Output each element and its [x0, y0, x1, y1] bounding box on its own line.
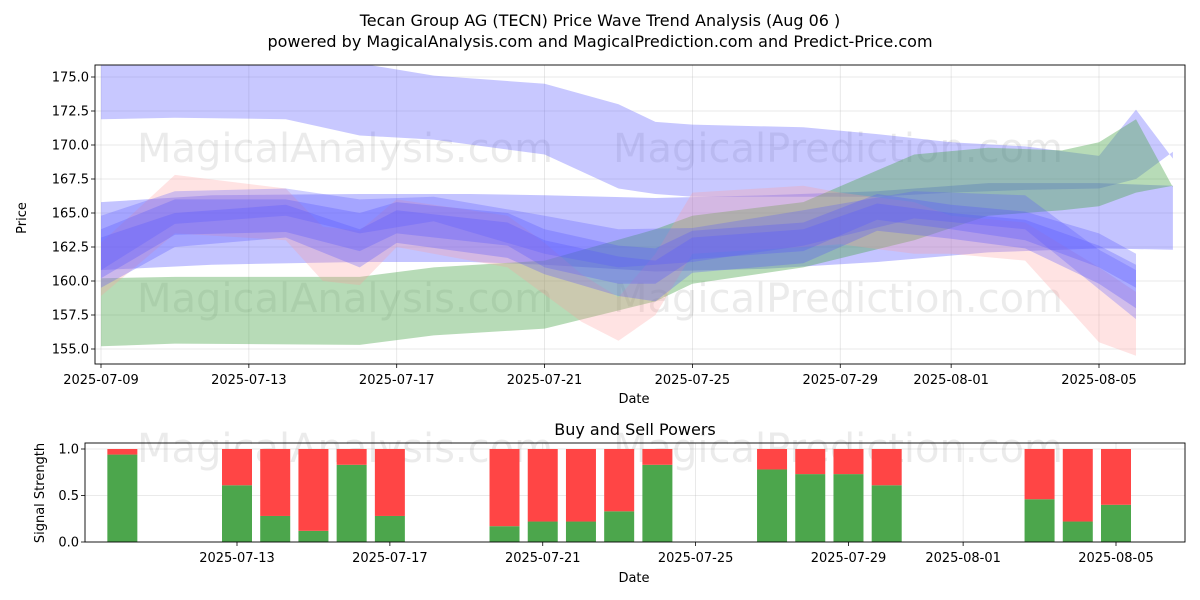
price-y-tick-label: 162.5	[52, 241, 89, 256]
buy-bar	[871, 485, 902, 542]
buy-bar	[795, 474, 826, 542]
power-x-ticks: 2025-07-13 2025-07-17 2025-07-21 2025-07-25…	[199, 542, 1154, 566]
price-band-blue-1	[101, 65, 1173, 197]
sell-bar	[336, 449, 367, 465]
power-y-label: Signal Strength	[33, 443, 48, 543]
price-y-label: Price	[15, 202, 30, 234]
power-x-tick-label: 2025-07-17	[352, 551, 428, 566]
power-axes-frame	[84, 442, 1186, 543]
price-band-blue-5	[101, 194, 1136, 288]
sell-bar	[1062, 449, 1093, 522]
power-title: Buy and Sell Powers	[554, 420, 716, 439]
power-x-tick-label: 2025-08-05	[1078, 551, 1154, 566]
sell-bar	[260, 449, 291, 516]
sell-bar	[871, 449, 902, 486]
watermark-prediction: MagicalPrediction.com	[613, 276, 1063, 322]
sell-bar	[642, 449, 673, 465]
buy-bar	[298, 530, 329, 542]
sell-bar	[374, 449, 405, 516]
sell-bar	[795, 449, 826, 475]
buy-bar	[336, 464, 367, 542]
price-y-tick-label: 170.0	[52, 139, 89, 154]
chart-title: Tecan Group AG (TECN) Price Wave Trend A…	[359, 11, 841, 30]
sell-bar	[1101, 449, 1131, 505]
buy-bar	[260, 515, 291, 542]
buy-bar	[642, 464, 673, 542]
power-x-label: Date	[618, 571, 649, 586]
buy-bar	[757, 469, 788, 542]
buy-bar	[833, 474, 864, 542]
price-grid	[95, 65, 1185, 364]
sell-bar	[833, 449, 864, 475]
price-band-green-3	[101, 119, 1173, 347]
price-band-red-4	[101, 174, 1136, 356]
sell-bar	[222, 449, 252, 486]
sell-bar	[565, 449, 596, 522]
price-y-tick-label: 160.0	[52, 275, 89, 290]
buy-bar	[1101, 504, 1131, 542]
buy-bar	[565, 521, 596, 542]
sell-bar	[107, 449, 138, 455]
power-x-tick-label: 2025-07-21	[505, 551, 581, 566]
price-x-tick-label: 2025-07-13	[211, 373, 287, 388]
price-y-ticks: 155.0 157.5 160.0 162.5 165.0 167.5 170.0 172.5…	[52, 71, 95, 358]
price-x-ticks: 2025-07-09 2025-07-13 2025-07-17 2025-07-21…	[63, 364, 1137, 388]
sell-bar	[604, 449, 635, 512]
sell-bar	[298, 449, 329, 531]
buy-bar	[604, 511, 635, 542]
price-y-tick-label: 167.5	[52, 173, 89, 188]
sell-bar	[527, 449, 558, 522]
buy-bar	[374, 515, 405, 542]
sell-bar	[757, 449, 788, 470]
price-x-tick-label: 2025-07-09	[63, 373, 139, 388]
power-x-tick-label: 2025-07-25	[658, 551, 734, 566]
price-x-tick-label: 2025-07-25	[655, 373, 731, 388]
chart-subtitle: powered by MagicalAnalysis.com and Magic…	[267, 32, 932, 51]
power-bars	[107, 449, 1131, 542]
power-x-tick-label: 2025-07-13	[199, 551, 275, 566]
price-band-blue-2	[101, 183, 1173, 272]
watermark-prediction: MagicalPrediction.com	[613, 126, 1063, 172]
power-x-tick-label: 2025-07-29	[811, 551, 887, 566]
watermark-analysis: MagicalAnalysis.com	[137, 276, 553, 322]
buy-bar	[489, 526, 520, 542]
price-x-tick-label: 2025-07-21	[507, 373, 583, 388]
price-x-tick-label: 2025-08-05	[1061, 373, 1137, 388]
buy-bar	[1024, 499, 1055, 542]
buy-bar	[1062, 521, 1093, 542]
price-y-tick-label: 165.0	[52, 207, 89, 222]
power-y-tick-label: 1.0	[58, 443, 79, 458]
buy-bar	[527, 521, 558, 542]
sell-bar	[489, 449, 520, 527]
power-panel: Buy and Sell Powers MagicalAnalysis.com …	[33, 420, 1186, 586]
price-watermarks: MagicalAnalysis.com MagicalPrediction.co…	[137, 126, 1063, 322]
price-bands	[101, 65, 1173, 356]
price-y-tick-label: 175.0	[52, 71, 89, 86]
buy-bar	[107, 454, 138, 542]
price-axes-frame	[94, 64, 1186, 365]
price-x-tick-label: 2025-07-17	[359, 373, 435, 388]
sell-bar	[1024, 449, 1055, 500]
watermark-analysis: MagicalAnalysis.com	[137, 126, 553, 172]
price-x-tick-label: 2025-08-01	[913, 373, 989, 388]
price-x-label: Date	[618, 392, 649, 407]
price-y-tick-label: 157.5	[52, 309, 89, 324]
power-y-ticks: 0.0 0.5 1.0	[58, 443, 85, 551]
price-band-blue-7	[101, 188, 1136, 320]
price-x-tick-label: 2025-07-29	[802, 373, 878, 388]
power-x-tick-label: 2025-08-01	[925, 551, 1001, 566]
price-y-tick-label: 155.0	[52, 343, 89, 358]
power-y-tick-label: 0.5	[58, 489, 79, 504]
price-panel: MagicalAnalysis.com MagicalPrediction.co…	[15, 64, 1186, 407]
price-y-tick-label: 172.5	[52, 105, 89, 120]
power-y-tick-label: 0.0	[58, 536, 79, 551]
price-band-blue-6	[101, 203, 1136, 309]
buy-bar	[222, 485, 252, 542]
